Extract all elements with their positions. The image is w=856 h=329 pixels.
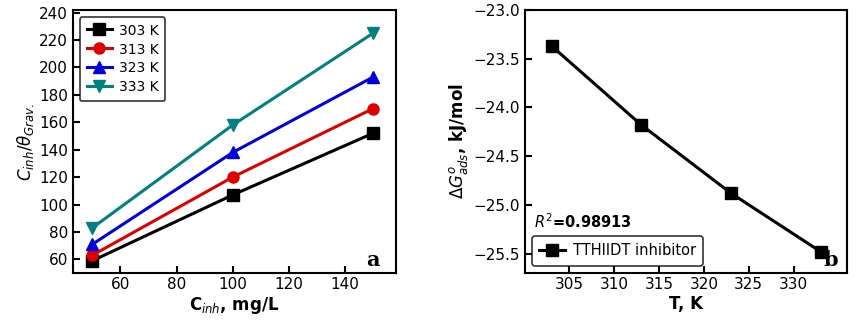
Y-axis label: $\Delta G^{o}_{ads}$, kJ/mol: $\Delta G^{o}_{ads}$, kJ/mol <box>448 84 471 199</box>
333 K <box>87 226 98 230</box>
303 K <box>87 259 98 263</box>
333 K <box>228 123 238 127</box>
303 K <box>368 131 378 135</box>
333 K <box>368 31 378 35</box>
Y-axis label: $C_{inh}/\theta_{Grav.}$: $C_{inh}/\theta_{Grav.}$ <box>15 102 36 181</box>
323 K <box>228 150 238 154</box>
Text: b: b <box>824 250 839 270</box>
323 K <box>368 75 378 79</box>
Text: $R^{2}$=0.98913: $R^{2}$=0.98913 <box>534 213 633 231</box>
Line: 323 K: 323 K <box>86 71 378 250</box>
313 K <box>368 107 378 111</box>
313 K <box>87 253 98 257</box>
Line: 333 K: 333 K <box>86 28 378 233</box>
313 K <box>228 175 238 179</box>
Legend: TTHIIDT inhibitor: TTHIIDT inhibitor <box>532 236 703 266</box>
X-axis label: C$_{inh}$, mg/L: C$_{inh}$, mg/L <box>189 295 279 316</box>
Line: 313 K: 313 K <box>86 103 378 261</box>
X-axis label: T, K: T, K <box>669 295 703 313</box>
Legend: 303 K, 313 K, 323 K, 333 K: 303 K, 313 K, 323 K, 333 K <box>80 17 165 101</box>
323 K <box>87 242 98 246</box>
Line: 303 K: 303 K <box>86 128 378 266</box>
303 K <box>228 193 238 197</box>
Text: a: a <box>366 250 380 270</box>
